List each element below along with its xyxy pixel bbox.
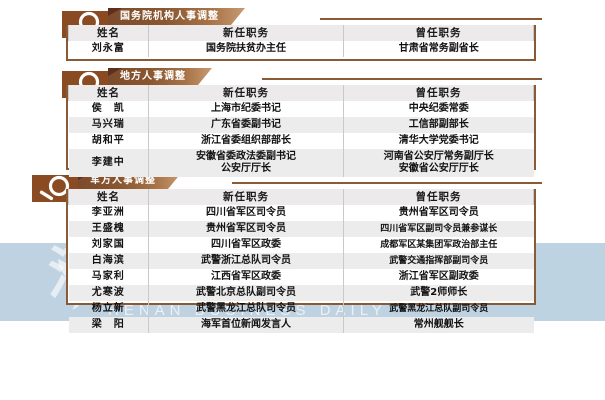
cell-name: 刘家国 [68,237,149,253]
cell-former-post: 河南省公安厅常务副厅长 安徽省公安厅厅长 [343,149,534,177]
column-header-former-post: 曾任职务 [343,25,534,41]
section-rule-local [262,78,542,80]
table-row: 马家利 江西省军区政委 浙江省军区副政委 [68,269,534,285]
cell-former-post: 武警交通指挥部副司令员 [343,253,534,269]
table-row: 侯 凯 上海市纪委书记 中央纪委常委 [68,101,534,117]
cell-new-post: 四川省军区政委 [148,237,344,253]
banner-fold-corner [108,8,122,16]
cell-name: 王盛槐 [68,221,149,237]
column-header-name: 姓名 [68,189,149,205]
section-rule-military [232,182,542,184]
table-row: 梁 阳 海军首位新闻发言人 常州舰舰长 [68,317,534,333]
cell-new-post: 浙江省委组织部部长 [148,133,344,149]
column-header-new-post: 新任职务 [148,25,344,41]
cell-name: 胡和平 [68,133,149,149]
cell-new-post: 国务院扶贫办主任 [148,41,344,57]
cell-former-post: 武警黑龙江总队副司令员 [343,301,534,317]
table-header-row: 姓名 新任职务 曾任职务 [68,85,534,101]
table-state-council: 姓名 新任职务 曾任职务 刘永富 国务院扶贫办主任 甘肃省常务副省长 [66,25,536,61]
cell-new-post: 四川省军区司令员 [148,205,344,221]
cell-name: 马家利 [68,269,149,285]
cell-new-post: 武警黑龙江总队司令员 [148,301,344,317]
cell-new-post: 上海市纪委书记 [148,101,344,117]
table-row: 李建中 安徽省委政法委副书记 公安厅厅长 河南省公安厅常务副厅长 安徽省公安厅厅… [68,149,534,177]
table-row: 王盛槐 贵州省军区司令员 四川省军区副司令员兼参谋长 [68,221,534,237]
column-header-former-post: 曾任职务 [343,85,534,101]
cell-former-post: 中央纪委常委 [343,101,534,117]
section-banner-state-council: 国务院机构人事调整 [62,8,542,38]
cell-former-post: 四川省军区副司令员兼参谋长 [343,221,534,237]
table-row: 杨立新 武警黑龙江总队司令员 武警黑龙江总队副司令员 [68,301,534,317]
column-header-new-post: 新任职务 [148,189,344,205]
section-title-state-council: 国务院机构人事调整 [108,8,245,25]
table-military: 姓名 新任职务 曾任职务 李亚洲 四川省军区司令员 贵州省军区司令员 王盛槐 贵… [66,189,536,333]
cell-new-post: 贵州省军区司令员 [148,221,344,237]
column-header-name: 姓名 [68,85,149,101]
table-local: 姓名 新任职务 曾任职务 侯 凯 上海市纪委书记 中央纪委常委 马兴瑞 广东省委… [66,85,536,177]
section-banner-local: 地方人事调整 [62,68,542,98]
cell-new-post: 武警浙江总队司令员 [148,253,344,269]
cell-former-post: 常州舰舰长 [343,317,534,333]
cell-name: 杨立新 [68,301,149,317]
cell-new-post: 安徽省委政法委副书记 公安厅厅长 [148,149,344,177]
cell-former-post: 甘肃省常务副省长 [343,41,534,57]
column-header-former-post: 曾任职务 [343,189,534,205]
cell-name: 梁 阳 [68,317,149,333]
cell-former-post: 贵州省军区司令员 [343,205,534,221]
cell-new-post: 江西省军区政委 [148,269,344,285]
table-row: 马兴瑞 广东省委副书记 工信部副部长 [68,117,534,133]
banner-fold-corner [108,68,122,76]
table-row: 白海滨 武警浙江总队司令员 武警交通指挥部副司令员 [68,253,534,269]
cell-former-post: 清华大学党委书记 [343,133,534,149]
section-state-council: 国务院机构人事调整 [62,8,542,38]
cell-name: 马兴瑞 [68,117,149,133]
table-header-row: 姓名 新任职务 曾任职务 [68,189,534,205]
cell-name: 李亚洲 [68,205,149,221]
table-row: 刘永富 国务院扶贫办主任 甘肃省常务副省长 [68,41,534,57]
table-header-row: 姓名 新任职务 曾任职务 [68,25,534,41]
table-row: 刘家国 四川省军区政委 成都军区某集团军政治部主任 [68,237,534,253]
cell-new-post: 广东省委副书记 [148,117,344,133]
cell-new-post: 武警北京总队副司令员 [148,285,344,301]
cell-former-post: 成都军区某集团军政治部主任 [343,237,534,253]
cell-name: 刘永富 [68,41,149,57]
section-title-local: 地方人事调整 [108,68,212,85]
cell-former-post: 武警2师师长 [343,285,534,301]
cell-former-post: 工信部副部长 [343,117,534,133]
cell-name: 尤寒波 [68,285,149,301]
cell-name: 白海滨 [68,253,149,269]
cell-name: 侯 凯 [68,101,149,117]
column-header-new-post: 新任职务 [148,85,344,101]
cell-former-post: 浙江省军区副政委 [343,269,534,285]
section-local: 地方人事调整 [62,68,542,98]
column-header-name: 姓名 [68,25,149,41]
cell-new-post: 海军首位新闻发言人 [148,317,344,333]
table-row: 胡和平 浙江省委组织部部长 清华大学党委书记 [68,133,534,149]
table-row: 尤寒波 武警北京总队副司令员 武警2师师长 [68,285,534,301]
cell-name: 李建中 [68,149,149,177]
table-row: 李亚洲 四川省军区司令员 贵州省军区司令员 [68,205,534,221]
section-rule-state-council [320,18,542,20]
